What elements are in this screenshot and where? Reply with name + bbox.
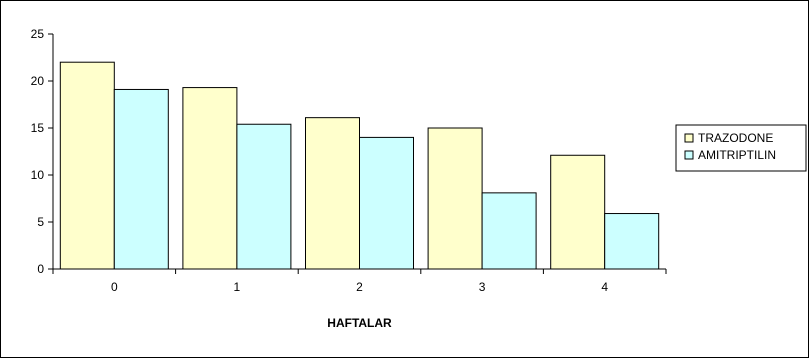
bar-trazodone-1 (182, 87, 238, 270)
y-tick-label: 0 (37, 262, 44, 276)
legend-swatch-amitriptilin (684, 150, 694, 160)
bar-trazodone-4 (550, 154, 606, 270)
legend-label-trazodone: TRAZODONE (698, 131, 773, 145)
y-tick-label: 15 (31, 121, 45, 135)
bar-amitriptilin-1 (236, 123, 292, 270)
x-axis: 0 1 2 3 4 (52, 268, 667, 294)
y-axis: 0 5 10 15 20 25 (31, 27, 54, 276)
x-tick-label: 1 (234, 280, 241, 294)
bars (59, 61, 660, 270)
bar-amitriptilin-4 (604, 213, 660, 270)
bar-trazodone-0 (59, 61, 115, 270)
legend-swatch-trazodone (684, 133, 694, 143)
legend-label-amitriptilin: AMITRIPTILIN (698, 148, 776, 162)
bar-amitriptilin-2 (359, 136, 414, 270)
bar-amitriptilin-3 (481, 192, 537, 270)
x-axis-title: HAFTALAR (327, 316, 392, 330)
bar-amitriptilin-0 (113, 88, 169, 270)
legend-box (675, 124, 807, 172)
y-tick-label: 10 (31, 168, 45, 182)
bar-trazodone-3 (427, 127, 483, 270)
y-tick-label: 25 (31, 27, 45, 41)
legend: TRAZODONE AMITRIPTILIN (675, 124, 807, 172)
bar-trazodone-2 (305, 117, 360, 270)
x-tick-label: 3 (479, 280, 486, 294)
y-tick-label: 20 (31, 74, 45, 88)
x-tick-label: 2 (356, 280, 363, 294)
x-tick-label: 4 (601, 280, 608, 294)
y-tick-label: 5 (37, 215, 44, 229)
x-tick-label: 0 (111, 280, 118, 294)
